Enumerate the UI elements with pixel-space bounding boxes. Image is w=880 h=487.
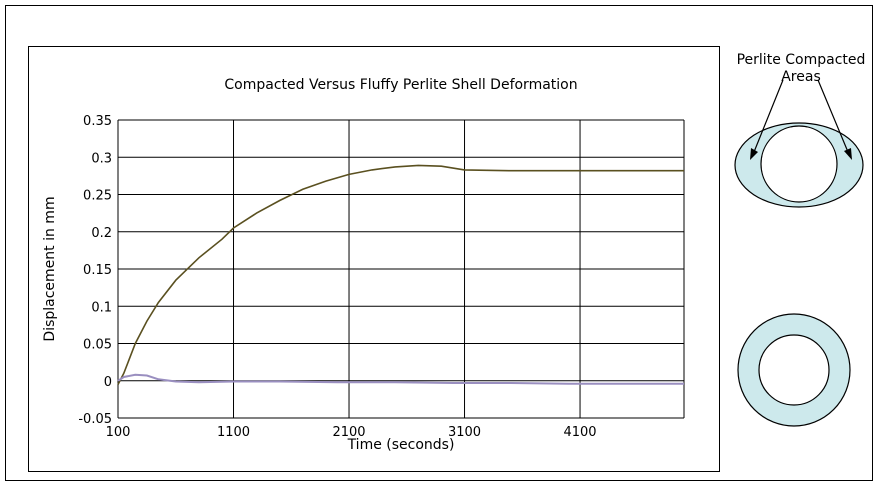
y-tick-label: 0.35 bbox=[83, 114, 112, 129]
y-tick-label: -0.05 bbox=[78, 412, 112, 427]
x-tick-label: 1100 bbox=[217, 425, 250, 440]
x-tick-label: 4100 bbox=[563, 425, 596, 440]
y-axis-label: Displacement in mm bbox=[42, 196, 58, 341]
y-tick-label: 0.1 bbox=[91, 300, 112, 315]
chart-area: Compacted Versus Fluffy Perlite Shell De… bbox=[28, 46, 720, 472]
y-tick-label: 0.05 bbox=[83, 338, 112, 353]
series-line-1 bbox=[117, 164, 684, 385]
y-tick-label: 0.25 bbox=[83, 189, 112, 204]
chart-title: Compacted Versus Fluffy Perlite Shell De… bbox=[224, 77, 577, 93]
y-tick-label: 0 bbox=[104, 375, 112, 390]
figure-frame: Compacted Versus Fluffy Perlite Shell De… bbox=[5, 5, 873, 481]
y-tick-label: 0.2 bbox=[91, 226, 112, 241]
x-tick-label: 100 bbox=[106, 425, 131, 440]
x-tick-label: 3100 bbox=[448, 425, 481, 440]
y-tick-label: 0.3 bbox=[91, 151, 112, 166]
y-tick-label: 0.15 bbox=[83, 263, 112, 278]
series-line-2 bbox=[117, 373, 684, 385]
x-tick-label: 2100 bbox=[332, 425, 365, 440]
deformation-chart: Compacted Versus Fluffy Perlite Shell De… bbox=[42, 77, 685, 453]
x-axis-label: Time (seconds) bbox=[347, 437, 455, 453]
